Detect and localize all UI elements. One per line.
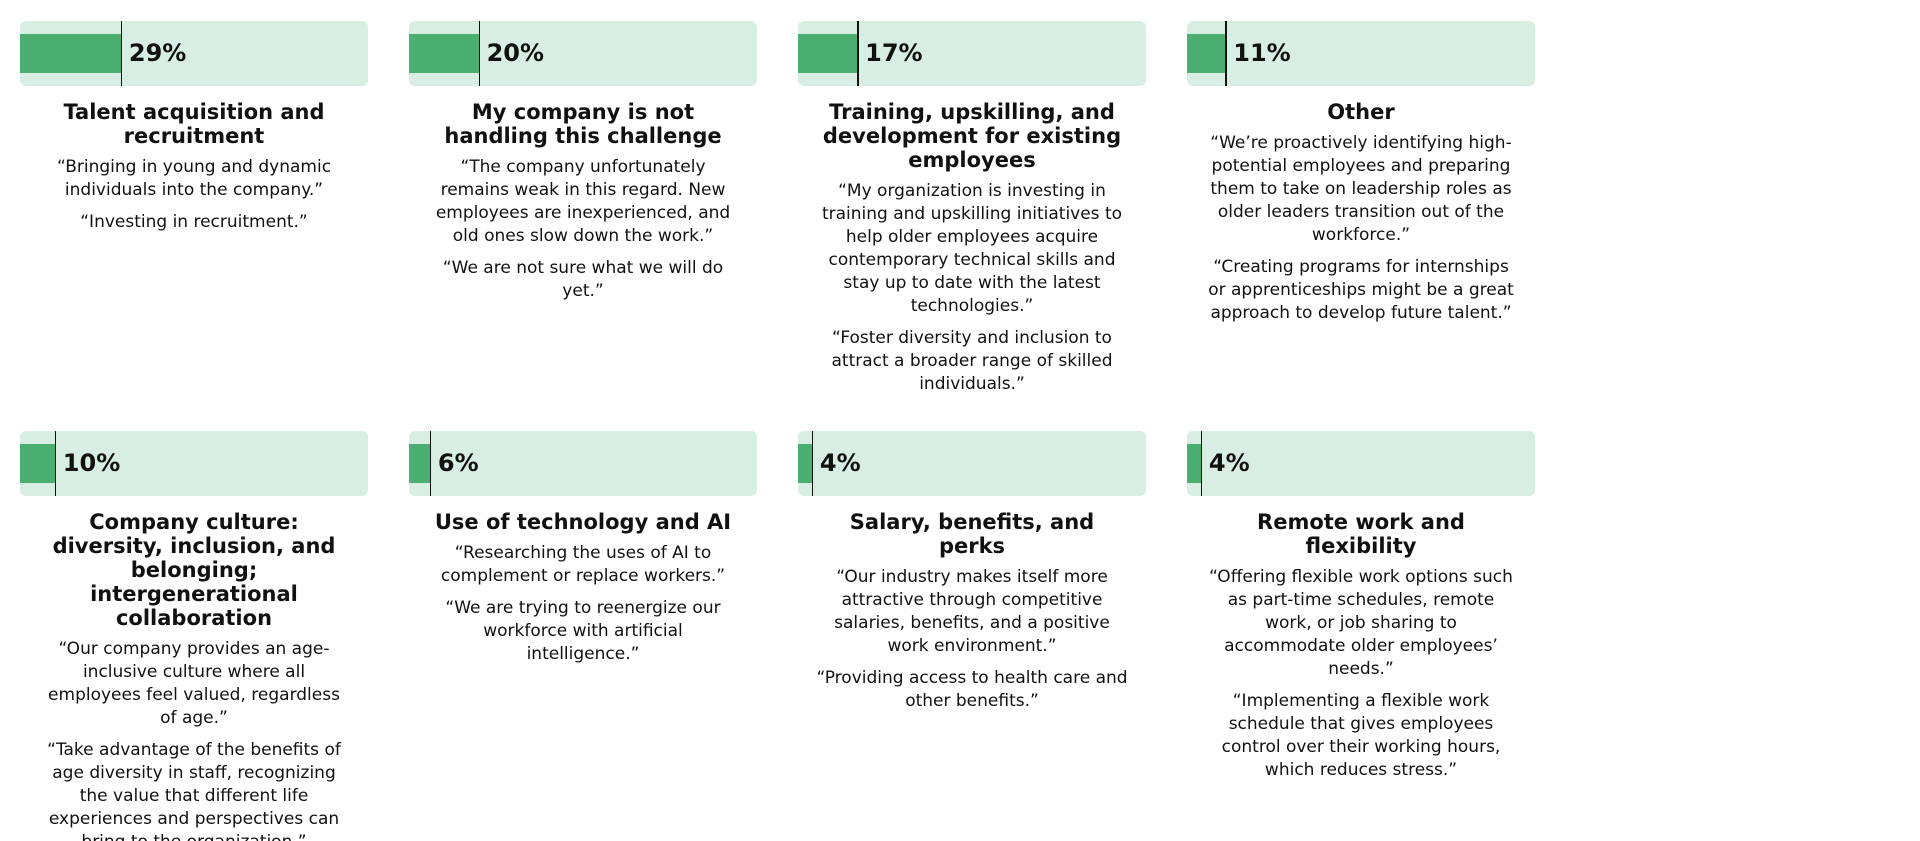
card: 6% Use of technology and AI “Researching t… bbox=[409, 431, 757, 675]
card: 17% Training, upskilling, and development… bbox=[798, 21, 1146, 405]
bar-track: 4% bbox=[1187, 431, 1535, 496]
bar-end-line bbox=[1225, 21, 1227, 86]
bar-track: 17% bbox=[798, 21, 1146, 86]
value-label: 29% bbox=[128, 39, 187, 67]
bar-end-line bbox=[478, 21, 481, 86]
category-title: Use of technology and AI bbox=[434, 510, 732, 534]
bar bbox=[409, 444, 430, 483]
bar-end-line bbox=[54, 431, 57, 496]
category-title: Remote work and flexibility bbox=[1257, 510, 1465, 558]
category-title: Talent acquisition and recruitment bbox=[63, 100, 325, 148]
bar-track: 6% bbox=[409, 431, 757, 496]
category-title: Company culture: diversity, inclusion, a… bbox=[52, 510, 336, 630]
value-label: 10% bbox=[62, 449, 121, 477]
quote: “Our company provides an age-inclusive c… bbox=[48, 639, 340, 728]
category-title: Other bbox=[1327, 100, 1395, 124]
quote: “Creating programs for internships or ap… bbox=[1208, 257, 1514, 323]
bar bbox=[1187, 34, 1226, 73]
bar bbox=[1187, 444, 1201, 483]
bar-track: 29% bbox=[20, 21, 368, 86]
value-label: 6% bbox=[437, 449, 479, 477]
category-title: My company is not handling this challeng… bbox=[444, 100, 722, 148]
bar-end-line bbox=[1200, 431, 1203, 496]
card: 29% Talent acquisition and recruitment “Br… bbox=[20, 21, 368, 243]
quote: “We are trying to reenergize our workfor… bbox=[445, 598, 721, 664]
quote: “We’re proactively identifying high-pote… bbox=[1210, 133, 1512, 245]
value-label: 4% bbox=[819, 449, 861, 477]
quote: “My organization is investing in trainin… bbox=[821, 181, 1123, 316]
quote: “Our industry makes itself more attracti… bbox=[834, 567, 1110, 656]
bar bbox=[798, 34, 858, 73]
bar-track: 10% bbox=[20, 431, 368, 496]
bar bbox=[798, 444, 812, 483]
quote: “Researching the uses of AI to complemen… bbox=[440, 543, 726, 586]
quote: “The company unfortunately remains weak … bbox=[435, 157, 731, 246]
quote: “Implementing a flexible work schedule t… bbox=[1221, 691, 1501, 780]
category-title: Salary, benefits, and perks bbox=[849, 510, 1095, 558]
bar-end-line bbox=[811, 431, 814, 496]
value-label: 17% bbox=[865, 39, 923, 67]
card: 10% Company culture: diversity, inclusion… bbox=[20, 431, 368, 841]
card: 20% My company is not handling this chall… bbox=[409, 21, 757, 312]
quote: “Providing access to health care and oth… bbox=[816, 668, 1128, 711]
value-label: 11% bbox=[1233, 39, 1291, 67]
quote: “Investing in recruitment.” bbox=[80, 212, 308, 232]
bar-track: 4% bbox=[798, 431, 1146, 496]
quote: “We are not sure what we will do yet.” bbox=[442, 258, 724, 301]
value-label: 4% bbox=[1208, 449, 1250, 477]
bar bbox=[409, 34, 479, 73]
bar bbox=[20, 34, 121, 73]
card: 4% Salary, benefits, and perks “Our indust… bbox=[798, 431, 1146, 722]
quote: “Offering flexible work options such as … bbox=[1209, 567, 1513, 679]
bar-end-line bbox=[429, 431, 432, 496]
quote: “Foster diversity and inclusion to attra… bbox=[831, 328, 1113, 394]
quote: “Take advantage of the benefits of age d… bbox=[47, 740, 341, 841]
bar bbox=[20, 444, 55, 483]
quote: “Bringing in young and dynamic individua… bbox=[56, 157, 332, 200]
bar-track: 11% bbox=[1187, 21, 1535, 86]
category-title: Training, upskilling, and development fo… bbox=[822, 100, 1122, 172]
card: 4% Remote work and flexibility “Offering f… bbox=[1187, 431, 1535, 791]
bar-end-line bbox=[857, 21, 859, 86]
value-label: 20% bbox=[486, 39, 545, 67]
card: 11% Other “We’re proactively identifying h… bbox=[1187, 21, 1535, 334]
bar-track: 20% bbox=[409, 21, 757, 86]
bar-end-line bbox=[120, 21, 123, 86]
